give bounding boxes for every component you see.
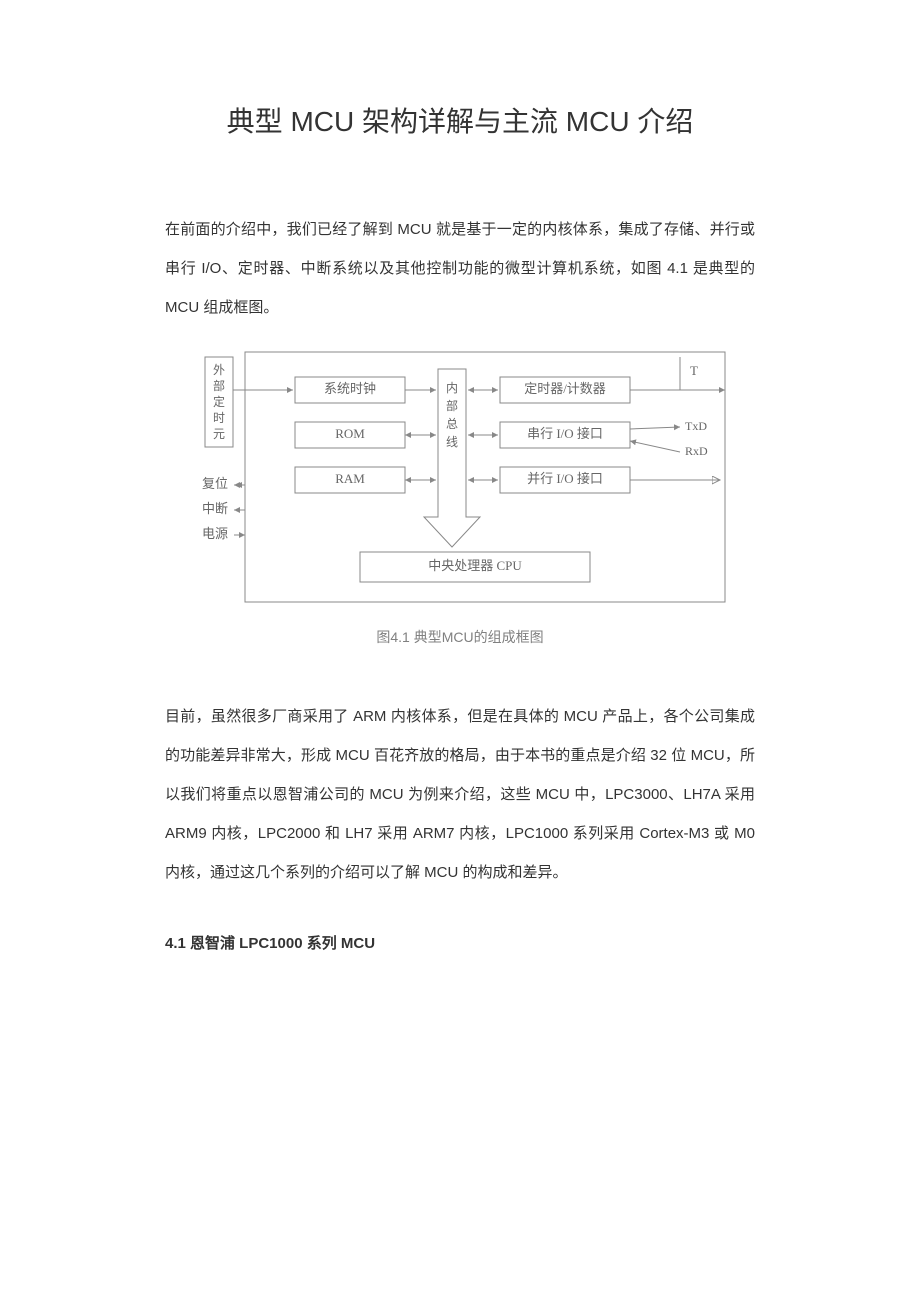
svg-text:定: 定 [213, 394, 225, 409]
mcu-block-diagram: 外部定时元内部总线中央处理器 CPU系统时钟ROMRAM定时器/计数器串行 I/… [190, 347, 730, 607]
svg-text:TxD: TxD [685, 419, 707, 433]
body-paragraph: 目前，虽然很多厂商采用了 ARM 内核体系，但是在具体的 MCU 产品上，各个公… [165, 697, 755, 892]
svg-text:外: 外 [213, 363, 225, 377]
svg-text:电源: 电源 [202, 526, 228, 541]
diagram-container: 外部定时元内部总线中央处理器 CPU系统时钟ROMRAM定时器/计数器串行 I/… [190, 347, 730, 607]
svg-text:中央处理器 CPU: 中央处理器 CPU [428, 558, 522, 573]
svg-text:中断: 中断 [202, 501, 228, 516]
svg-text:内: 内 [446, 381, 458, 395]
svg-text:总: 总 [446, 417, 458, 431]
svg-text:部: 部 [446, 398, 458, 413]
svg-text:T: T [690, 363, 698, 378]
svg-text:并行 I/O 接口: 并行 I/O 接口 [527, 471, 603, 486]
svg-text:元: 元 [213, 427, 225, 441]
svg-text:定时器/计数器: 定时器/计数器 [524, 381, 606, 396]
svg-text:系统时钟: 系统时钟 [324, 381, 376, 396]
section-heading-4-1: 4.1 恩智浦 LPC1000 系列 MCU [165, 932, 755, 953]
figure-caption: 图4.1 典型MCU的组成框图 [165, 627, 755, 647]
svg-text:线: 线 [446, 435, 458, 449]
svg-text:ROM: ROM [335, 426, 365, 441]
svg-text:RxD: RxD [685, 444, 708, 458]
intro-paragraph: 在前面的介绍中，我们已经了解到 MCU 就是基于一定的内核体系，集成了存储、并行… [165, 210, 755, 327]
svg-text:RAM: RAM [335, 471, 365, 486]
svg-text:时: 时 [213, 411, 225, 425]
svg-text:复位: 复位 [202, 476, 228, 491]
svg-text:部: 部 [213, 378, 225, 393]
svg-text:串行 I/O 接口: 串行 I/O 接口 [527, 426, 603, 441]
page-title: 典型 MCU 架构详解与主流 MCU 介绍 [165, 100, 755, 140]
